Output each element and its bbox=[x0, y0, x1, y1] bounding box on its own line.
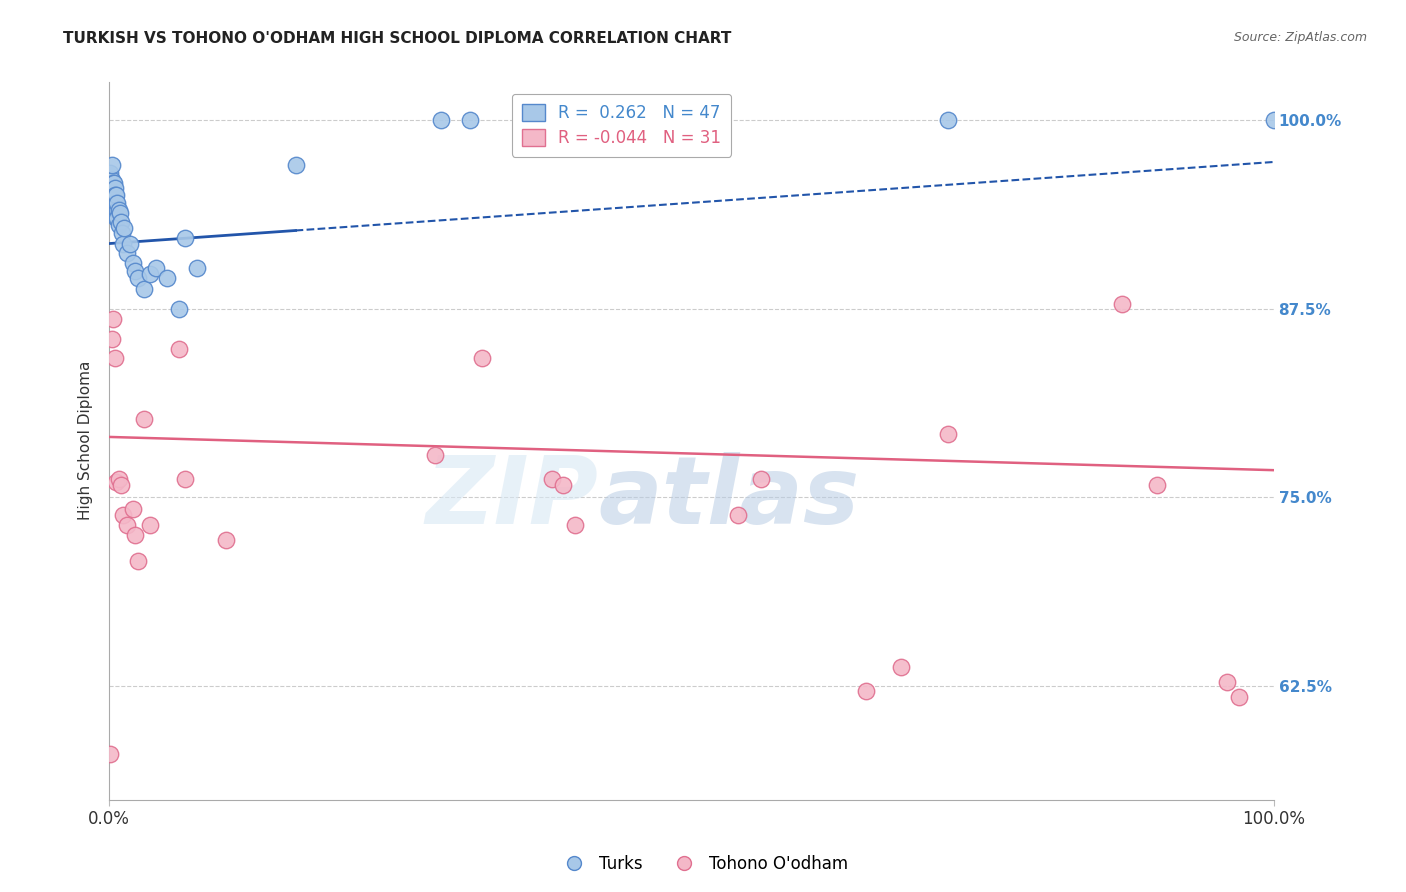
Point bbox=[124, 264, 146, 278]
Point bbox=[936, 426, 959, 441]
Point bbox=[100, 332, 122, 346]
Point bbox=[111, 226, 134, 240]
Point bbox=[100, 180, 122, 194]
Point bbox=[107, 203, 129, 218]
Point bbox=[112, 508, 135, 523]
Point bbox=[101, 191, 124, 205]
Text: Source: ZipAtlas.com: Source: ZipAtlas.com bbox=[1233, 31, 1367, 45]
Point bbox=[112, 221, 135, 235]
Point bbox=[108, 206, 131, 220]
Point bbox=[1216, 674, 1239, 689]
Point bbox=[105, 195, 128, 210]
Point bbox=[134, 412, 156, 426]
Point bbox=[115, 517, 138, 532]
Point bbox=[110, 215, 132, 229]
Point bbox=[1111, 297, 1133, 311]
Point bbox=[101, 185, 124, 199]
Point bbox=[425, 448, 447, 462]
Point bbox=[103, 176, 125, 190]
Point bbox=[121, 502, 143, 516]
Point bbox=[430, 112, 453, 127]
Legend: Turks, Tohono O'odham: Turks, Tohono O'odham bbox=[551, 848, 855, 880]
Point bbox=[112, 236, 135, 251]
Point bbox=[104, 195, 127, 210]
Point bbox=[105, 188, 128, 202]
Point bbox=[100, 158, 122, 172]
Point bbox=[890, 659, 912, 673]
Point bbox=[105, 475, 128, 490]
Point bbox=[1227, 690, 1250, 704]
Point bbox=[186, 260, 208, 275]
Point bbox=[115, 245, 138, 260]
Point bbox=[100, 188, 122, 202]
Point bbox=[215, 533, 238, 547]
Text: ZIP: ZIP bbox=[426, 452, 599, 544]
Point bbox=[110, 478, 132, 492]
Point bbox=[471, 351, 494, 366]
Point bbox=[127, 271, 149, 285]
Text: atlas: atlas bbox=[599, 452, 859, 544]
Point bbox=[103, 191, 125, 205]
Point bbox=[104, 203, 127, 218]
Point bbox=[458, 112, 481, 127]
Point bbox=[103, 206, 125, 220]
Point bbox=[139, 517, 162, 532]
Point bbox=[101, 200, 124, 214]
Legend: R =  0.262   N = 47, R = -0.044   N = 31: R = 0.262 N = 47, R = -0.044 N = 31 bbox=[512, 94, 731, 157]
Point bbox=[105, 211, 128, 225]
Point bbox=[101, 176, 124, 190]
Point bbox=[540, 472, 562, 486]
Point bbox=[105, 203, 128, 218]
Point bbox=[100, 747, 122, 762]
Point bbox=[553, 478, 575, 492]
Point bbox=[100, 173, 122, 187]
Point bbox=[517, 112, 540, 127]
Point bbox=[1263, 112, 1285, 127]
Point bbox=[104, 180, 127, 194]
Point bbox=[174, 472, 197, 486]
Point bbox=[727, 508, 749, 523]
Point bbox=[107, 219, 129, 233]
Point bbox=[104, 351, 127, 366]
Point bbox=[1146, 478, 1168, 492]
Point bbox=[855, 683, 877, 698]
Point bbox=[174, 230, 197, 244]
Point bbox=[100, 165, 122, 179]
Y-axis label: High School Diploma: High School Diploma bbox=[79, 361, 93, 520]
Text: TURKISH VS TOHONO O'ODHAM HIGH SCHOOL DIPLOMA CORRELATION CHART: TURKISH VS TOHONO O'ODHAM HIGH SCHOOL DI… bbox=[63, 31, 731, 46]
Point bbox=[936, 112, 959, 127]
Point bbox=[564, 517, 586, 532]
Point bbox=[127, 554, 149, 568]
Point bbox=[105, 195, 128, 210]
Point bbox=[145, 260, 167, 275]
Point bbox=[107, 472, 129, 486]
Point bbox=[156, 271, 179, 285]
Point bbox=[124, 528, 146, 542]
Point bbox=[101, 312, 124, 326]
Point bbox=[749, 472, 772, 486]
Point bbox=[167, 343, 190, 357]
Point bbox=[139, 267, 162, 281]
Point bbox=[105, 211, 128, 225]
Point bbox=[104, 188, 127, 202]
Point bbox=[167, 301, 190, 316]
Point bbox=[121, 256, 143, 270]
Point bbox=[120, 236, 142, 251]
Point bbox=[284, 158, 307, 172]
Point bbox=[134, 282, 156, 296]
